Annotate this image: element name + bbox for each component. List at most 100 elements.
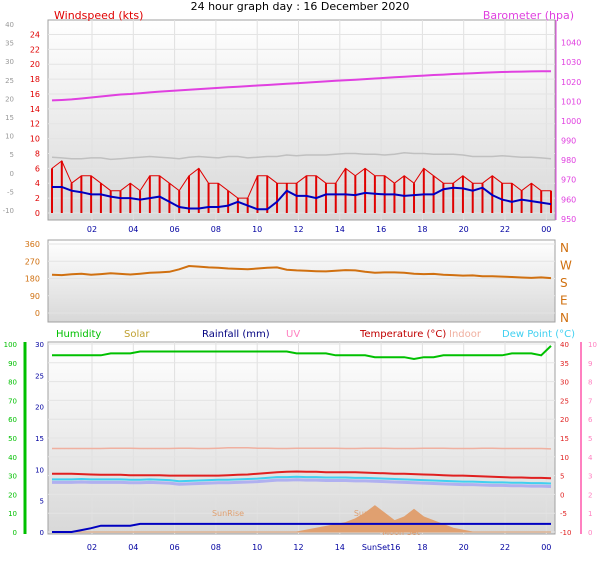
humidity-tick-label: 0 — [13, 529, 17, 537]
direction-compass-label: N — [560, 311, 569, 325]
temperature-tick-label: 5 — [560, 473, 564, 481]
barometer-tick-label: 970 — [561, 176, 576, 185]
wind-grey-tick-label: 35 — [5, 40, 14, 48]
dew-point-band — [52, 478, 552, 488]
uv-tick-label: 2 — [588, 491, 592, 499]
temp-x-tick-label: 22 — [500, 543, 510, 552]
rainfall-tick-label: 15 — [35, 435, 44, 443]
legend-item: Dew Point (°C) — [502, 329, 575, 340]
barometer-tick-label: 1000 — [561, 117, 581, 126]
windspeed-tick-label: 2 — [35, 194, 40, 203]
windspeed-tick-label: 18 — [30, 75, 40, 84]
temp-x-tick-label: 04 — [128, 543, 138, 552]
wind-grey-tick-label: -5 — [7, 188, 14, 196]
barometer-tick-label: 1030 — [561, 58, 581, 67]
sunrise-label: SunRise — [212, 509, 244, 518]
temp-x-tick-label: 02 — [87, 543, 97, 552]
windspeed-tick-label: 20 — [30, 60, 40, 69]
barometer-tick-label: 980 — [561, 156, 576, 165]
rainfall-tick-label: 20 — [35, 404, 44, 412]
wind-x-tick-label: 04 — [128, 225, 138, 234]
wind-x-tick-label: 20 — [459, 225, 469, 234]
direction-compass-label: W — [560, 259, 572, 273]
rainfall-tick-label: 30 — [35, 341, 44, 349]
humidity-tick-label: 30 — [8, 473, 17, 481]
wind-x-tick-label: 06 — [170, 225, 180, 234]
direction-degree-label: 270 — [25, 257, 40, 266]
sun-annotations: SunRise SunSet Moon Set — [212, 509, 420, 537]
wind-grey-tick-label: 40 — [5, 21, 14, 29]
windspeed-tick-label: 0 — [35, 209, 40, 218]
wind-panel-frame — [47, 19, 556, 221]
barometer-line — [51, 70, 551, 102]
windspeed-axis-label: Windspeed (kts) — [54, 9, 143, 22]
wind-average-line — [52, 186, 552, 211]
barometer-tick-label: 1020 — [561, 78, 581, 87]
windspeed-tick-label: 4 — [35, 179, 40, 188]
direction-degree-axis: 360 270 180 90 0 — [25, 240, 40, 318]
wind-x-tick-label: 10 — [252, 225, 262, 234]
barometer-axis-label: Barometer (hpa) — [483, 9, 574, 22]
windspeed-tick-label: 24 — [30, 30, 40, 39]
uv-tick-label: 8 — [588, 379, 592, 387]
wind-x-tick-label: 08 — [211, 225, 221, 234]
temp-x-tick-label: 18 — [417, 543, 427, 552]
wind-x-tick-label: 02 — [87, 225, 97, 234]
temperature-tick-label: 25 — [560, 397, 569, 405]
direction-degree-label: 0 — [35, 309, 40, 318]
rainfall-tick-label: 25 — [35, 372, 44, 380]
rainfall-tick-label: 0 — [40, 529, 44, 537]
temp-x-tick-label: 00 — [541, 543, 551, 552]
direction-compass-label: N — [560, 241, 569, 255]
uv-tick-label: 5 — [588, 435, 592, 443]
wind-x-tick-label: 12 — [293, 225, 303, 234]
temp-x-tick-label: 12 — [293, 543, 303, 552]
indoor-line — [52, 447, 552, 450]
wind-grey-tick-label: 30 — [5, 58, 14, 66]
direction-degree-label: 180 — [25, 275, 40, 284]
wind-direction-line — [51, 264, 552, 280]
direction-series — [51, 264, 552, 280]
windspeed-tick-label: 8 — [35, 149, 40, 158]
legend-item: UV — [286, 329, 300, 340]
temp-x-tick-label: SunSet16 — [362, 543, 401, 552]
direction-panel-grid — [48, 243, 555, 314]
rainfall-line — [52, 522, 551, 533]
windspeed-tick-label: 10 — [30, 135, 40, 144]
wind-x-tick-label: 22 — [500, 225, 510, 234]
temp-x-axis: 02 04 06 08 10 12 14 SunSet16 18 20 22 00 — [87, 543, 551, 552]
wind-x-tick-label: 18 — [417, 225, 427, 234]
wind-series — [51, 70, 552, 213]
direction-degree-label: 360 — [25, 240, 40, 249]
barometer-tick-label: 950 — [561, 215, 576, 224]
direction-compass-label: E — [560, 294, 568, 308]
temperature-tick-label: 30 — [560, 379, 569, 387]
humidity-tick-label: 10 — [8, 510, 17, 518]
uv-tick-label: 4 — [588, 454, 593, 462]
temperature-tick-label: 0 — [560, 491, 564, 499]
barometer-tick-label: 990 — [561, 137, 576, 146]
wind-x-tick-label: 14 — [335, 225, 345, 234]
barometer-axis: 1040 1030 1020 1010 1000 990 980 970 960 950 — [555, 20, 581, 224]
temp-x-tick-label: 20 — [459, 543, 469, 552]
barometer-tick-label: 960 — [561, 195, 576, 204]
temp-panel-grid — [48, 342, 555, 534]
temperature-tick-label: 35 — [560, 360, 569, 368]
wind-panel-grid — [48, 20, 555, 220]
barometer-tick-label: 1040 — [561, 39, 581, 48]
direction-panel-frame — [47, 239, 556, 323]
uv-tick-label: 9 — [588, 360, 592, 368]
dew-point-line — [52, 475, 552, 485]
legend-item: Temperature (°C) — [359, 329, 446, 340]
temperature-line — [52, 470, 552, 480]
uv-tick-label: 3 — [588, 473, 592, 481]
barometer-tick-label: 1010 — [561, 97, 581, 106]
windspeed-tick-label: 16 — [30, 90, 40, 99]
wind-grey-tick-label: 15 — [5, 114, 14, 122]
temp-series — [52, 345, 552, 533]
humidity-tick-label: 20 — [8, 491, 17, 499]
temp-x-tick-label: 08 — [211, 543, 221, 552]
wind-grey-line — [51, 151, 552, 161]
